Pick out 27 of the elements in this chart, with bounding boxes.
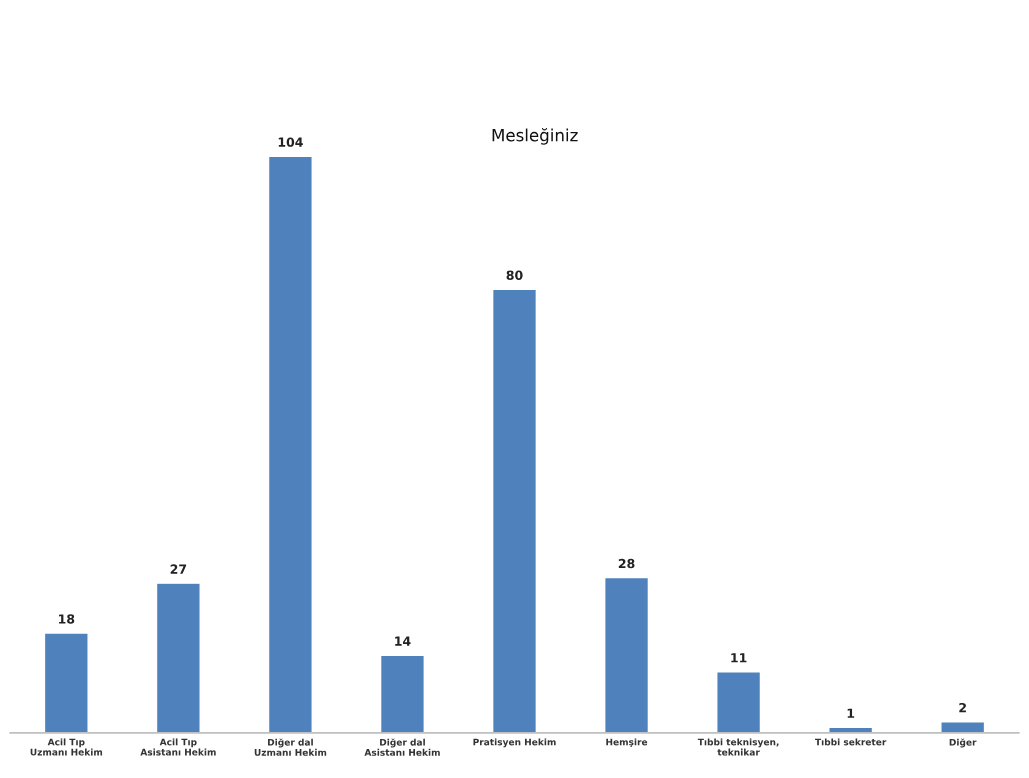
- data-label: 2: [959, 702, 966, 713]
- x-tick-label: Diğer dal Asistanı Hekim: [364, 738, 440, 756]
- data-label: 27: [170, 564, 187, 574]
- x-tick-label: Tıbbi sekreter: [814, 738, 887, 746]
- bar: [940, 721, 986, 733]
- bar: [491, 288, 538, 733]
- data-label: 28: [618, 558, 635, 569]
- x-tick-label: Diğer: [949, 738, 977, 748]
- data-label: 18: [59, 614, 75, 624]
- chart-title: Mesleğiniz: [492, 128, 578, 145]
- x-tick-label: Hemşire: [606, 738, 648, 748]
- bar: [43, 632, 89, 733]
- data-label: 1: [847, 708, 855, 718]
- data-label: 14: [395, 636, 411, 646]
- data-label: 11: [731, 653, 747, 663]
- x-tick-label: Tıbbi teknisyen, teknikar: [697, 738, 779, 756]
- bar: [716, 671, 762, 733]
- bar: [604, 576, 650, 733]
- x-tick-label: Diğer dal Uzmanı Hekim: [254, 738, 327, 756]
- bar: [267, 155, 313, 733]
- data-label: 80: [506, 270, 523, 280]
- bar: [379, 654, 425, 733]
- x-tick-label: Acil Tıp Asistanı Hekim: [140, 738, 216, 756]
- bar: [155, 582, 201, 733]
- x-tick-label: Pratisyen Hekim: [473, 738, 556, 748]
- x-tick-label: Acil Tıp Uzmanı Hekim: [30, 738, 103, 756]
- data-label: 104: [278, 137, 303, 147]
